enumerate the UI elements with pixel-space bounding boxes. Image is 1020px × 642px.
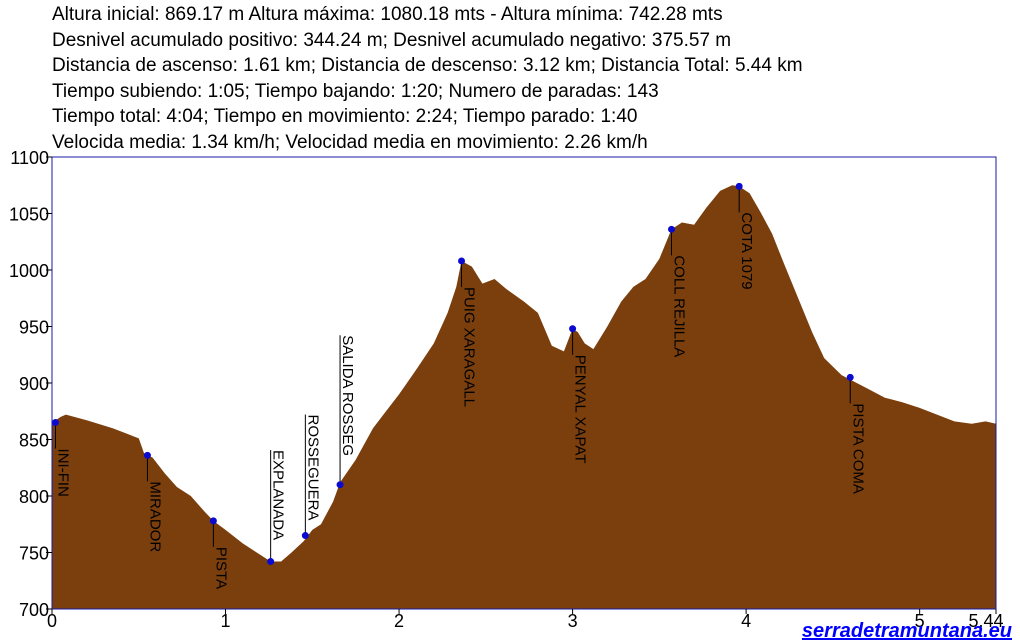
y-tick-label: 850 (19, 431, 49, 451)
y-axis-ticks: 700 750 800 850 900 950 1000 1050 1100 (9, 148, 52, 620)
x-axis-ticks: 0 1 2 3 4 5 5.44 (47, 609, 1004, 631)
waypoint-label: ROSSEGUERA (304, 415, 321, 521)
y-tick-label: 700 (19, 600, 49, 620)
waypoint-marker[interactable] (209, 517, 217, 525)
waypoint[interactable]: PUIG XARAGALL (458, 257, 478, 407)
stats-line-total-times: Tiempo total: 4:04; Tiempo en movimiento… (52, 106, 638, 128)
profile-area-layer (52, 185, 996, 610)
stats-line-distances: Distancia de ascenso: 1.61 km; Distancia… (52, 55, 803, 77)
x-tick-label: 1 (221, 611, 231, 631)
waypoint-label: PISTA (212, 547, 229, 589)
y-tick-label: 800 (19, 487, 49, 507)
x-tick-label: 2 (394, 611, 404, 631)
waypoint[interactable]: COTA 1079 (735, 182, 756, 290)
elevation-area (52, 185, 996, 610)
waypoint[interactable]: COLL REJILLA (668, 225, 688, 358)
waypoint-marker[interactable] (735, 182, 743, 190)
y-tick-label: 900 (19, 374, 49, 394)
waypoint-label: COLL REJILLA (671, 255, 688, 357)
waypoint[interactable]: SALIDA ROSSEG (336, 335, 357, 489)
waypoint-marker[interactable] (143, 451, 151, 459)
stats-line-times-up-down: Tiempo subiendo: 1:05; Tiempo bajando: 1… (52, 80, 659, 102)
waypoint-marker[interactable] (458, 257, 466, 265)
y-tick-label: 950 (19, 318, 49, 338)
waypoint-marker[interactable] (336, 481, 344, 489)
waypoint-marker[interactable] (668, 225, 675, 233)
y-tick-label: 750 (19, 544, 49, 564)
waypoint-label: INI-FIN (55, 449, 72, 497)
x-tick-label: 5 (915, 611, 925, 631)
waypoint-label: COTA 1079 (738, 212, 755, 289)
waypoint[interactable]: MIRADOR (143, 451, 164, 553)
waypoint-marker[interactable] (267, 558, 275, 566)
waypoint[interactable]: INI-FIN (51, 419, 72, 497)
waypoint-label: SALIDA ROSSEG (339, 335, 356, 456)
x-tick-label: 4 (741, 611, 751, 631)
stats-line-speeds: Velocida media: 1.34 km/h; Velocidad med… (52, 131, 648, 153)
waypoint-marker[interactable] (846, 373, 854, 381)
x-tick-label: 3 (568, 611, 578, 631)
waypoint-marker[interactable] (569, 325, 577, 333)
y-tick-label: 1000 (9, 261, 49, 281)
waypoint[interactable]: PENYAL XAPAT (569, 325, 589, 463)
waypoint[interactable]: PISTA COMA (846, 373, 867, 494)
waypoint-marker[interactable] (51, 419, 59, 427)
waypoint-label: MIRADOR (146, 481, 163, 552)
x-tick-label: 0 (47, 611, 57, 631)
waypoint[interactable]: ROSSEGUERA (301, 414, 322, 540)
waypoint-label: PUIG XARAGALL (461, 287, 478, 407)
waypoint-layer: INI-FIN MIRADOR PISTA EXPLANADA ROSSEGUERA SA… (51, 182, 867, 589)
y-tick-label: 1100 (10, 148, 49, 168)
waypoint-label: EXPLANADA (270, 450, 287, 540)
stats-line-altitudes: Altura inicial: 869.17 m Altura máxima: … (52, 4, 723, 25)
waypoint[interactable]: PISTA (209, 517, 230, 589)
x-tick-label: 5.44 (968, 611, 1003, 631)
watermark-link[interactable]: serradetramuntana.eu (802, 620, 1012, 642)
waypoint-marker[interactable] (301, 532, 309, 540)
y-tick-label: 1050 (9, 205, 49, 225)
waypoint-label: PENYAL XAPAT (572, 355, 589, 464)
waypoint[interactable]: EXPLANADA (267, 450, 287, 566)
waypoint-label: PISTA COMA (849, 403, 866, 494)
stats-line-elevation-gain: Desnivel acumulado positivo: 344.24 m; D… (52, 29, 732, 51)
route-stats: Altura inicial: 869.17 m Altura máxima: … (52, 2, 803, 156)
